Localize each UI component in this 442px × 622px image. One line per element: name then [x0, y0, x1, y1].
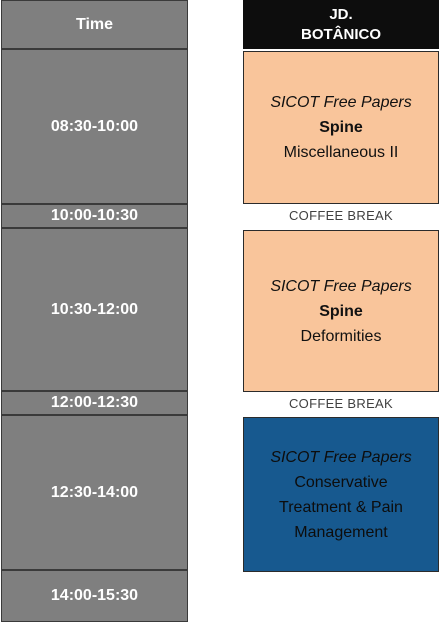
session-subtitle-line: Management — [294, 523, 388, 541]
time-slot: 14:00-15:30 — [1, 570, 188, 622]
session-subtitle-line: Conservative — [294, 473, 388, 491]
time-slot: 12:30-14:00 — [1, 415, 188, 570]
session-block[interactable]: SICOT Free Papers Conservative Treatment… — [243, 417, 439, 572]
session-subtitle: Miscellaneous II — [283, 144, 399, 161]
coffee-break-label: COFFEE BREAK — [288, 396, 393, 411]
time-slot: 10:30-12:00 — [1, 228, 188, 391]
time-slot: 12:00-12:30 — [1, 391, 188, 415]
time-slot: 08:30-10:00 — [1, 49, 188, 204]
room-name-line1: JD. — [329, 5, 353, 23]
time-header: Time — [1, 0, 188, 49]
session-title: SICOT Free Papers — [270, 277, 412, 295]
session-title: SICOT Free Papers — [270, 448, 412, 466]
session-subtitle-line: Treatment & Pain — [279, 498, 403, 516]
coffee-break-label: COFFEE BREAK — [288, 208, 393, 223]
room-header: JD. BOTÂNICO — [243, 0, 439, 49]
session-title: SICOT Free Papers — [270, 94, 412, 111]
room-name-line2: BOTÂNICO — [301, 25, 381, 43]
session-topic: Spine — [319, 302, 363, 320]
session-topic: Spine — [319, 119, 363, 136]
session-subtitle: Deformities — [300, 327, 382, 345]
time-slot: 10:00-10:30 — [1, 204, 188, 228]
session-block[interactable]: SICOT Free Papers Spine Deformities — [243, 230, 439, 392]
session-block[interactable]: SICOT Free Papers Spine Miscellaneous II — [243, 51, 439, 204]
